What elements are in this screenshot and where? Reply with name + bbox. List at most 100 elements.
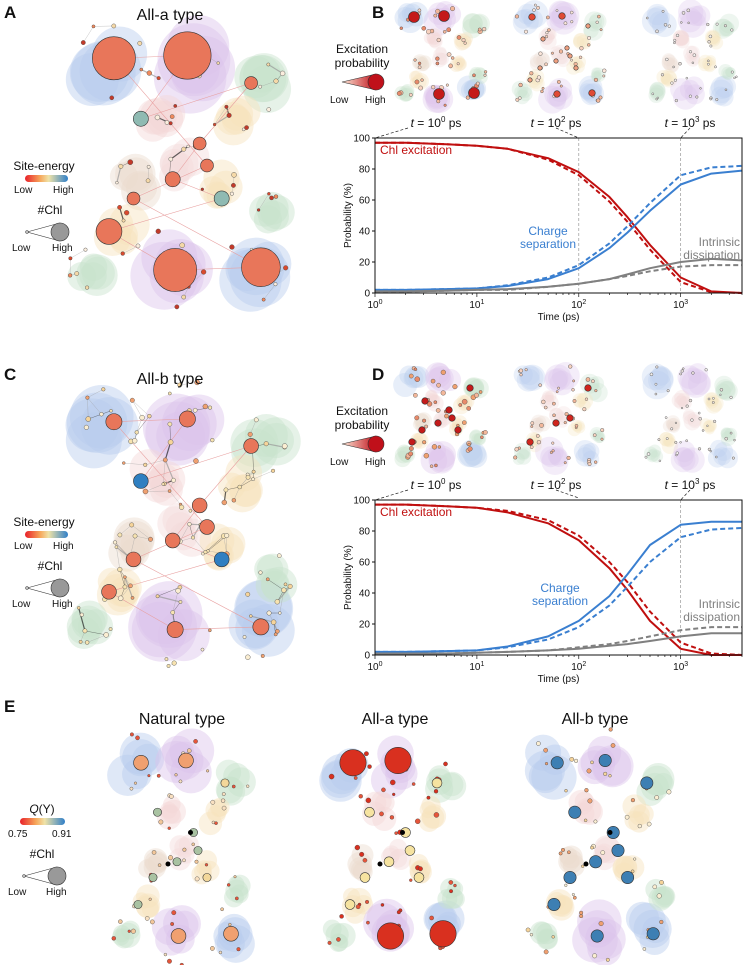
chl-node: [531, 421, 534, 424]
chl-node: [707, 63, 709, 65]
chl-node: [131, 596, 134, 599]
chl-node: [645, 456, 647, 458]
legend-high: High: [53, 541, 74, 552]
chl-node: [414, 59, 417, 62]
cluster-node: [179, 411, 195, 427]
chl-node: [415, 819, 420, 824]
chl-node: [594, 78, 598, 82]
chl-node: [167, 959, 171, 963]
time-labels-b: t = 100 ps t = 102 ps t = 103 ps: [411, 115, 716, 130]
chl-node: [81, 40, 85, 44]
chl-node: [665, 417, 667, 419]
snapshot-b-t0: [394, 1, 489, 113]
chl-node: [692, 372, 695, 375]
chl-node: [182, 859, 185, 862]
x-tick-label: 103: [673, 661, 688, 673]
cluster-node: [559, 13, 566, 20]
legend-title: Site-energy: [13, 515, 74, 529]
chl-node: [282, 444, 287, 449]
chl-node: [424, 453, 429, 458]
chl-node: [413, 393, 417, 397]
chl-node: [537, 76, 541, 80]
chl-node: [686, 77, 688, 79]
protein-region: [628, 811, 649, 832]
chl-node: [705, 368, 708, 371]
chl-node: [693, 54, 696, 57]
chl-node: [587, 43, 590, 46]
chl-node: [446, 84, 449, 87]
chl-node: [267, 611, 271, 615]
chl-node: [541, 400, 545, 404]
chl-node: [409, 374, 413, 378]
chl-node: [210, 946, 214, 950]
chl-node: [84, 248, 88, 252]
chl-node: [262, 298, 265, 301]
chl-node: [434, 789, 438, 793]
label-chl-excitation: Chl excitation: [380, 143, 452, 157]
cluster-node: [96, 219, 122, 245]
chl-node: [600, 428, 603, 431]
chl-node: [118, 533, 122, 537]
chl-node: [165, 120, 169, 124]
small-node-icon: [26, 587, 29, 590]
chl-node: [655, 795, 659, 799]
chl-node: [656, 366, 659, 369]
protein-region: [677, 449, 698, 470]
chl-node: [730, 432, 732, 434]
chl-node: [520, 373, 523, 376]
chl-node: [69, 257, 72, 260]
cluster-node: [127, 192, 140, 205]
chl-node: [662, 10, 664, 12]
legend-title: Excitation: [336, 42, 388, 56]
chl-node: [158, 864, 161, 867]
y-tick-label: 20: [359, 258, 371, 269]
protein-region: [540, 446, 561, 467]
x-tick-label: 102: [571, 661, 586, 673]
protein-region: [688, 372, 711, 395]
chl-node: [736, 76, 738, 78]
chl-node: [356, 905, 360, 909]
panel-label-e: E: [4, 697, 15, 716]
chl-node: [678, 62, 681, 65]
chl-node: [655, 30, 658, 33]
chl-node: [85, 286, 89, 290]
chl-node: [611, 743, 615, 747]
chl-node: [564, 461, 566, 463]
chl-node: [135, 736, 139, 740]
chl-node: [603, 772, 607, 776]
chl-node: [149, 898, 152, 901]
chl-node: [542, 87, 544, 89]
chl-node: [696, 96, 699, 99]
label-intrinsic-dissipation: Intrinsic: [699, 597, 740, 611]
chl-node: [187, 749, 191, 753]
chl-node: [603, 75, 605, 77]
chl-node: [601, 438, 604, 441]
chl-node: [130, 398, 134, 402]
chl-node: [553, 414, 556, 417]
chl-node: [625, 815, 629, 819]
chl-node: [366, 921, 369, 924]
chl-node: [152, 850, 156, 854]
chl-node: [702, 429, 704, 431]
chl-node: [716, 98, 719, 101]
small-node-icon: [23, 875, 26, 878]
legend-title: probability: [335, 56, 390, 70]
chl-node: [118, 920, 122, 924]
cluster-node: [430, 921, 456, 947]
reaction-center-dot: [378, 862, 383, 867]
chl-node: [244, 125, 248, 129]
chl-node: [602, 69, 606, 73]
cluster-node: [133, 474, 148, 489]
legend-low: Low: [14, 541, 33, 552]
chl-node: [725, 437, 728, 440]
chl-node: [692, 62, 694, 64]
chl-node: [179, 505, 184, 510]
chl-node: [412, 782, 415, 785]
protein-region: [82, 257, 115, 290]
chl-node: [689, 95, 692, 98]
chl-node: [519, 83, 523, 87]
chl-node: [599, 921, 604, 926]
chl-node: [123, 576, 126, 579]
chl-node: [85, 640, 89, 644]
cluster-node: [126, 552, 141, 567]
